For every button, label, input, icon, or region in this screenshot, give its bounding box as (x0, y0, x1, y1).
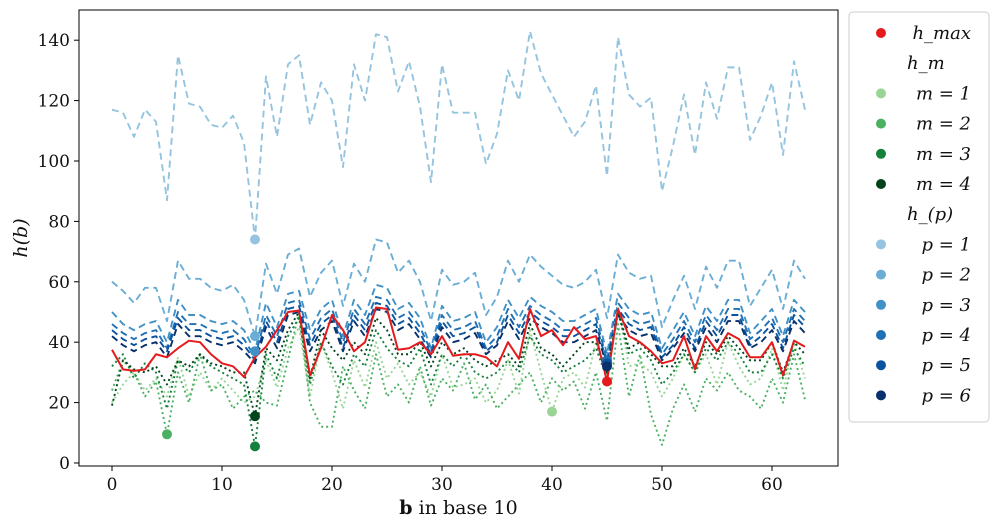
series-line-h-max (111, 306, 806, 383)
x-tick-label: 50 (651, 475, 673, 495)
legend-label: p = 5 (922, 355, 972, 376)
series-line-p-5 (111, 301, 806, 365)
legend-label: h_max (912, 23, 971, 44)
y-tick-label: 100 (38, 152, 70, 172)
plot-frame (78, 9, 839, 467)
y-tick-label: 120 (38, 92, 70, 112)
legend-swatch (876, 118, 886, 129)
legend-label: m = 1 (916, 83, 971, 104)
y-tick-label: 40 (48, 333, 70, 353)
series-line-m-2 (111, 311, 806, 446)
legend-label: p = 3 (922, 295, 972, 316)
x-tick-label: 0 (107, 475, 118, 495)
legend-swatch (876, 299, 886, 310)
x-tick-label: 60 (761, 475, 783, 495)
min-marker-m-3 (250, 441, 260, 452)
y-tick-label: 0 (59, 454, 70, 474)
min-marker-p-6 (602, 361, 612, 372)
min-marker-m-1 (547, 406, 557, 417)
legend-swatch (876, 148, 886, 159)
series-line-m-3 (111, 311, 806, 448)
y-tick-label: 80 (48, 212, 70, 232)
legend-swatch (876, 179, 886, 189)
x-axis-label: b in base 10 (399, 497, 517, 519)
x-axis-label-bold: b (399, 497, 412, 519)
min-marker-p-2 (250, 331, 260, 342)
legend-label: p = 4 (922, 325, 972, 346)
min-marker-m-2 (162, 429, 172, 440)
legend-swatch (876, 390, 886, 401)
legend-swatch (876, 330, 886, 340)
legend-swatch (876, 88, 886, 99)
legend-swatch (876, 269, 886, 280)
legend-label: p = 1 (922, 234, 972, 255)
legend-label: m = 4 (916, 174, 971, 195)
x-axis-label-rest: in base 10 (413, 497, 518, 519)
axes: 0 10 20 30 40 50 60 0 20 40 60 80 100 120 140 b in base… (10, 9, 839, 519)
series-line-p-3 (111, 283, 806, 356)
legend-swatch (876, 28, 886, 38)
series-line-p-1 (111, 30, 806, 241)
x-tick-label: 30 (431, 475, 453, 495)
min-marker-p-1 (250, 234, 260, 245)
y-tick-label: 140 (38, 31, 70, 51)
legend-label: p = 2 (922, 265, 972, 286)
min-marker-p-3 (250, 346, 260, 357)
plot-area (111, 30, 806, 452)
legend-swatch (876, 360, 886, 371)
legend-header: h_m (907, 53, 945, 74)
series-line-p-2 (111, 238, 806, 338)
legend-label: p = 6 (922, 385, 972, 406)
x-tick-label: 20 (321, 475, 343, 495)
series-line-m-1 (111, 305, 806, 413)
legend-box (848, 11, 990, 423)
legend-label: m = 3 (916, 144, 971, 165)
series-line-p-4 (111, 295, 806, 362)
series-line-p-6 (111, 308, 806, 368)
min-marker-m-4 (250, 411, 260, 422)
x-tick-label: 10 (211, 475, 233, 495)
legend-label: m = 2 (916, 114, 971, 135)
x-tick-label: 40 (541, 475, 563, 495)
legend-header: h_(p) (907, 204, 953, 225)
y-tick-label: 20 (48, 394, 70, 414)
legend-swatch (876, 239, 886, 250)
y-axis-label: h(b) (10, 218, 32, 257)
legend: h_max h_mm = 1 m = 2 m = 3 m = 4 h_(p)p = 1 p … (848, 11, 990, 423)
y-tick-label: 60 (48, 273, 70, 293)
min-marker-h-max (602, 376, 612, 387)
